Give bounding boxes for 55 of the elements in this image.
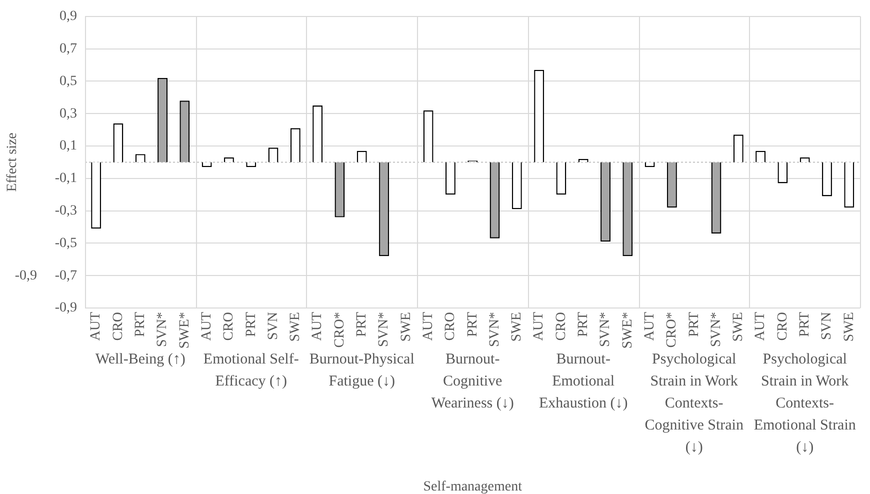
x-tick-label: CRO* (664, 312, 680, 348)
x-tick-label: SWE (288, 312, 304, 342)
text: -0,9 (14, 268, 37, 284)
y-tick-label: 0,1 (60, 138, 77, 154)
y-tick-label: 0,3 (60, 106, 77, 122)
text: Burnout-Emotional Exhaustion (↓) (538, 351, 628, 412)
y-tick-label: -0,1 (54, 171, 77, 186)
y-tick-label: -0,9 (54, 300, 77, 316)
text: Burnout-Cognitive Weariness (↓) (431, 351, 514, 412)
x-tick-label: SWE (731, 312, 746, 342)
text: Self-management (423, 480, 522, 494)
x-tick-label: SWE (398, 312, 414, 342)
x-tick-label: CRO (554, 312, 569, 341)
x-tick-label: SVN* (708, 312, 724, 348)
y-tick-label: -0,7 (54, 268, 77, 284)
x-tick-label: PRT (133, 312, 148, 337)
text: Emotional Self-Efficacy (↑) (203, 351, 299, 390)
x-tick-label: SVN* (155, 312, 170, 348)
x-tick-label: SVN (266, 312, 281, 340)
x-tick-label: CRO (110, 312, 126, 341)
y-tick-label: -0,3 (54, 203, 77, 218)
x-tick-label: AUT (310, 312, 326, 341)
x-tick-label: PRT (686, 312, 702, 337)
y-tick-label: 0,5 (60, 74, 77, 89)
x-tick-label: SVN (820, 312, 835, 340)
text: Well-Being (↑) (95, 351, 186, 368)
x-tick-label: AUT (642, 312, 658, 341)
x-tick-label: PRT (244, 312, 259, 337)
x-tick-label: CRO (222, 312, 237, 341)
x-tick-label: SWE (510, 312, 525, 342)
x-tick-label: SWE (842, 312, 857, 342)
x-tick-label: PRT (798, 312, 813, 337)
y-tick-label: 0,7 (60, 41, 77, 56)
x-tick-label: SVN* (376, 312, 392, 348)
x-tick-label: AUT (199, 312, 214, 341)
text: Burnout-Physical Fatigue (↓) (309, 351, 414, 390)
y-axis-title: Effect size (5, 132, 20, 192)
x-tick-label: AUT (88, 312, 104, 341)
y-tick-label: -0,5 (54, 236, 77, 251)
x-tick-label: SVN* (487, 312, 502, 348)
text: Psychological Strain in Work Contexts-Emotional Strain (↓) (754, 351, 856, 456)
x-tick-label: CRO (775, 312, 790, 341)
x-tick-label: PRT (465, 312, 480, 337)
x-tick-label: SVN* (598, 312, 614, 348)
x-tick-label: AUT (753, 312, 768, 341)
x-tick-label: CRO* (332, 312, 348, 348)
text: Psychological Strain in Work Contexts-Cognitive Strain (↓) (644, 351, 744, 456)
y-tick-label: 0,9 (60, 9, 77, 24)
x-tick-label: SWE* (620, 312, 636, 349)
x-tick-label: SWE* (177, 312, 192, 349)
x-tick-label: PRT (354, 312, 370, 337)
x-tick-label: CRO (443, 312, 458, 341)
x-tick-label: AUT (420, 312, 436, 341)
x-tick-label: AUT (532, 312, 547, 341)
x-tick-label: PRT (576, 312, 592, 337)
